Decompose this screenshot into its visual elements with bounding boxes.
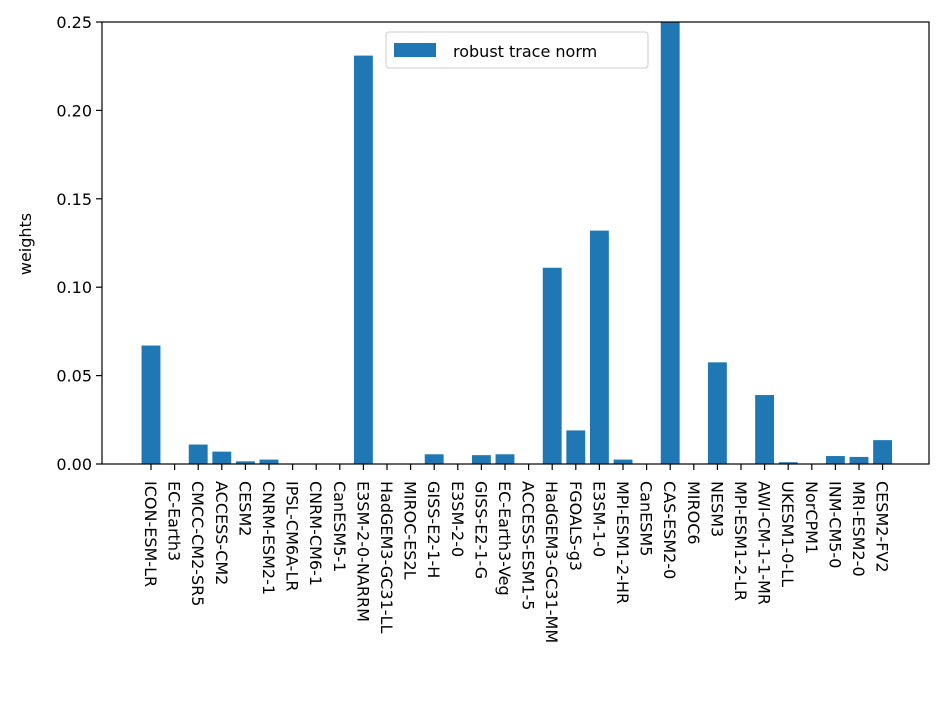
bar-cnrm-esm2-1: [259, 459, 279, 464]
bar-e3sm-1-0: [589, 230, 609, 464]
legend-swatch: [394, 43, 436, 57]
x-tick-label: GISS-E2-1-H: [424, 481, 443, 578]
bar-cmcc-cm2-sr5: [188, 444, 208, 464]
bar-e3sm-2-0-narrm: [353, 55, 373, 464]
x-tick-label: MIROC6: [684, 481, 703, 545]
bar-icon-esm-lr: [141, 345, 161, 464]
bar-cas-esm2-0: [660, 22, 680, 464]
y-tick-label: 0.15: [56, 190, 92, 209]
y-tick-label: 0.05: [56, 367, 92, 386]
x-tick-label: UKESM1-0-LL: [778, 481, 797, 587]
x-tick-label: INM-CM5-0: [825, 481, 844, 568]
bar-cesm2-fv2: [873, 440, 893, 464]
bar-mpi-esm1-2-hr: [613, 459, 633, 464]
bar-hadgem3-gc31-mm: [542, 267, 562, 464]
x-tick-label: CAS-ESM2-0: [660, 481, 679, 579]
x-tick-label: CESM2: [235, 481, 254, 536]
x-tick-label: CanESM5: [637, 481, 656, 556]
bar-giss-e2-1-g: [471, 455, 491, 464]
x-tick-label: HadGEM3-GC31-MM: [542, 481, 561, 643]
bar-nesm3: [707, 362, 727, 464]
y-tick-label: 0.20: [56, 101, 92, 120]
legend-label: robust trace norm: [453, 42, 597, 61]
x-tick-label: E3SM-2-0-NARRM: [353, 481, 372, 622]
bars: [141, 22, 893, 464]
x-tick-label: CanESM5-1: [330, 481, 349, 572]
legend: robust trace norm: [385, 31, 649, 69]
legend-box: [385, 31, 649, 69]
x-tick-label: AWI-CM-1-1-MR: [755, 481, 774, 605]
bar-cesm2: [235, 461, 255, 464]
x-axis-ticks: ICON-ESM-LR EC-Earth3 CMCC-CM2-SR5 ACCESS-C…: [141, 464, 892, 643]
x-tick-label: ACCESS-ESM1-5: [519, 481, 538, 610]
bar-fgoals-g3: [566, 430, 586, 464]
y-axis-label: weights: [16, 213, 35, 275]
x-tick-label: MIROC-ES2L: [401, 481, 420, 580]
y-axis-ticks: 0.00 0.05 0.10 0.15 0.20 0.25: [56, 13, 102, 474]
x-tick-label: MRI-ESM2-0: [849, 481, 868, 577]
x-tick-label: NESM3: [707, 481, 726, 537]
x-tick-label: E3SM-1-0: [589, 481, 608, 557]
x-tick-label: CNRM-CM6-1: [306, 481, 325, 586]
bar-access-cm2: [212, 451, 232, 464]
plot-frame: [101, 21, 930, 465]
x-tick-label: CESM2-FV2: [873, 481, 892, 573]
x-tick-label: CMCC-CM2-SR5: [188, 481, 207, 606]
x-tick-label: CNRM-ESM2-1: [259, 481, 278, 595]
y-tick-label: 0.00: [56, 455, 92, 474]
x-tick-label: E3SM-2-0: [448, 481, 467, 557]
y-tick-label: 0.25: [56, 13, 92, 32]
bar-awi-cm-1-1-mr: [755, 395, 775, 464]
x-tick-label: HadGEM3-GC31-LL: [377, 481, 396, 633]
x-tick-label: NorCPM1: [802, 481, 821, 554]
x-tick-label: GISS-E2-1-G: [471, 481, 490, 579]
bar-mri-esm2-0: [849, 456, 869, 464]
x-tick-label: IPSL-CM6A-LR: [283, 481, 302, 591]
x-tick-label: EC-Earth3-Veg: [495, 481, 514, 596]
bar-inm-cm5-0: [825, 456, 845, 464]
bar-ukesm1-0-ll: [778, 462, 798, 464]
x-tick-label: MPI-ESM1-2-LR: [731, 481, 750, 601]
x-tick-label: FGOALS-g3: [566, 481, 585, 571]
x-tick-label: MPI-ESM1-2-HR: [613, 481, 632, 604]
x-tick-label: ICON-ESM-LR: [141, 481, 160, 587]
y-tick-label: 0.10: [56, 278, 92, 297]
bar-giss-e2-1-h: [424, 454, 444, 464]
x-tick-label: ACCESS-CM2: [212, 481, 231, 585]
bar-ec-earth3-veg: [495, 454, 515, 464]
x-tick-label: EC-Earth3: [165, 481, 184, 561]
